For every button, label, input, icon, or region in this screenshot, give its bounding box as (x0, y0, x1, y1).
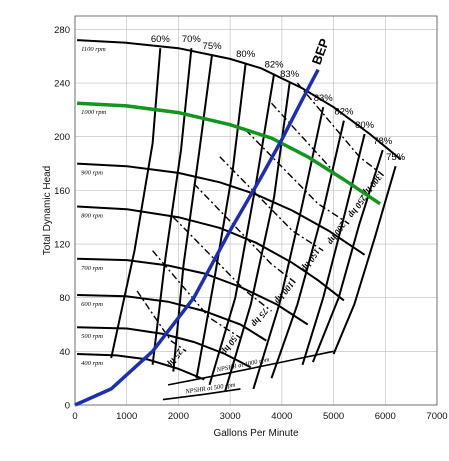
y-axis-label: Total Dynamic Head (42, 166, 53, 255)
speed-label: 500 rpm (81, 333, 103, 340)
efficiency-label: 83% (314, 93, 334, 104)
x-axis-label: Gallons Per Minute (213, 428, 298, 439)
x-tick-label: 5000 (323, 411, 344, 422)
speed-label: 800 rpm (81, 212, 103, 219)
efficiency-curve (270, 120, 345, 379)
y-tick-label: 280 (54, 25, 70, 36)
y-tick-label: 160 (54, 186, 70, 197)
y-tick-label: 80 (59, 293, 70, 304)
horsepower-line (219, 156, 324, 252)
x-tick-label: 0 (72, 411, 77, 422)
x-tick-label: 2000 (168, 411, 189, 422)
y-tick-label: 40 (59, 347, 70, 358)
efficiency-curve (332, 165, 397, 355)
efficiency-label: 82% (265, 60, 285, 71)
horsepower-line (136, 290, 187, 352)
efficiency-curve (208, 73, 276, 386)
efficiency-label: 70% (182, 34, 202, 45)
horsepower-line (245, 129, 350, 225)
efficiency-curve (151, 48, 193, 365)
y-tick-label: 0 (65, 401, 70, 412)
speed-label: 900 rpm (81, 170, 103, 177)
bep-curve (74, 68, 320, 407)
efficiency-label: 75% (386, 152, 406, 163)
speed-curve (77, 294, 267, 342)
y-tick-label: 200 (54, 132, 70, 143)
npshr-label: NPSHR at 1000 rpm (215, 356, 270, 374)
efficiency-label: 82% (334, 107, 354, 118)
speed-curve (77, 162, 366, 256)
horsepower-line (172, 216, 272, 312)
efficiency-curve (110, 48, 162, 359)
x-tick-label: 7000 (426, 411, 447, 422)
speed-curve (77, 326, 252, 369)
npshr-curve (162, 388, 241, 401)
efficiency-curve (252, 106, 325, 390)
speed-label: 700 rpm (81, 265, 103, 272)
efficiency-label: 83% (280, 69, 300, 80)
bep-label: BEP (309, 36, 332, 67)
efficiency-label: 78% (373, 136, 393, 147)
plot-frame (74, 15, 438, 406)
efficiency-label: 80% (355, 120, 375, 131)
x-tick-label: 6000 (375, 411, 396, 422)
y-tick-label: 120 (54, 240, 70, 251)
efficiency-label: 60% (151, 34, 171, 45)
x-tick-label: 3000 (220, 411, 241, 422)
efficiency-label: 75% (203, 41, 223, 52)
efficiency-curve (195, 62, 247, 379)
npshr-curve (167, 350, 334, 386)
speed-label: 1000 rpm (81, 109, 106, 116)
speed-curve (77, 39, 402, 161)
x-tick-label: 1000 (116, 411, 137, 422)
speed-label: 600 rpm (81, 301, 103, 308)
x-tick-label: 4000 (271, 411, 292, 422)
speed-label: 400 rpm (81, 360, 103, 367)
y-tick-label: 240 (54, 79, 70, 90)
speed-curve (77, 353, 205, 381)
horsepower-label: 75 hp (249, 307, 270, 330)
efficiency-label: 80% (236, 49, 256, 60)
speed-curve (77, 257, 309, 326)
speed-label: 1100 rpm (81, 46, 106, 53)
efficiency-curve (301, 133, 366, 366)
speed-curve (77, 205, 345, 302)
efficiency-curve (311, 149, 384, 363)
horsepower-line (193, 183, 298, 285)
speed-curve-highlight (77, 101, 382, 206)
